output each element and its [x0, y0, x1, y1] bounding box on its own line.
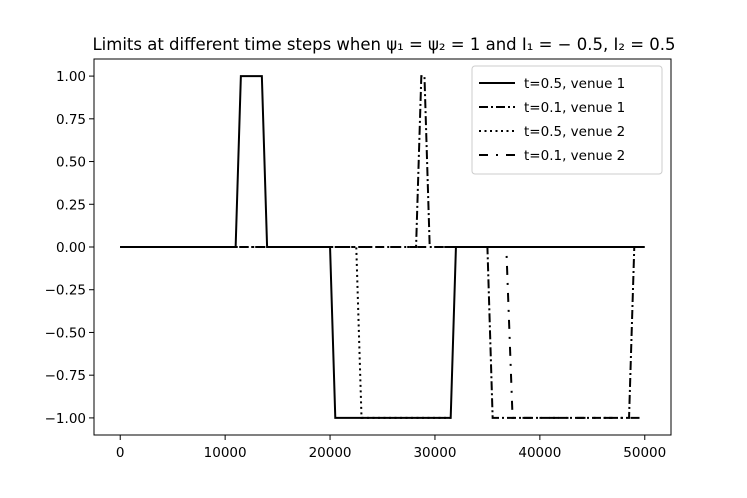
- x-tick-label: 10000: [204, 445, 247, 461]
- y-tick-label: 0.50: [56, 155, 86, 171]
- series-line-3: [120, 246, 451, 419]
- x-tick-label: 20000: [309, 445, 352, 461]
- y-tick-label: −0.75: [45, 368, 86, 384]
- x-tick-label: 40000: [518, 445, 561, 461]
- y-tick-label: −0.25: [45, 283, 86, 299]
- legend-label-2: t=0.1, venue 1: [524, 100, 625, 116]
- series-group: [120, 75, 645, 419]
- legend-label-4: t=0.1, venue 2: [524, 148, 625, 164]
- series-line-2: [120, 75, 645, 419]
- y-axis: 1.00 0.75 0.50 0.25 0.00 −0.25 −0.50 −0.75 −1.00: [45, 69, 94, 427]
- chart-title: Limits at different time steps when ψ₁ =…: [92, 35, 675, 54]
- x-axis: 0 10000 20000 30000 40000 50000: [116, 435, 666, 461]
- y-tick-label: −1.00: [45, 411, 86, 427]
- legend-label-1: t=0.5, venue 1: [524, 76, 625, 92]
- x-tick-label: 30000: [413, 445, 456, 461]
- y-tick-label: 0.25: [56, 197, 86, 213]
- legend-box: [471, 65, 663, 175]
- x-tick-label: 50000: [623, 445, 666, 461]
- x-tick-label: 0: [116, 445, 125, 461]
- y-tick-label: 0.00: [56, 240, 86, 256]
- legend-label-3: t=0.5, venue 2: [524, 124, 625, 140]
- y-tick-label: 1.00: [56, 69, 86, 85]
- y-tick-label: −0.50: [45, 325, 86, 341]
- series-line-4: [120, 246, 645, 419]
- y-tick-label: 0.75: [56, 112, 86, 128]
- legend: t=0.5, venue 1 t=0.1, venue 1 t=0.5, venue…: [471, 65, 663, 175]
